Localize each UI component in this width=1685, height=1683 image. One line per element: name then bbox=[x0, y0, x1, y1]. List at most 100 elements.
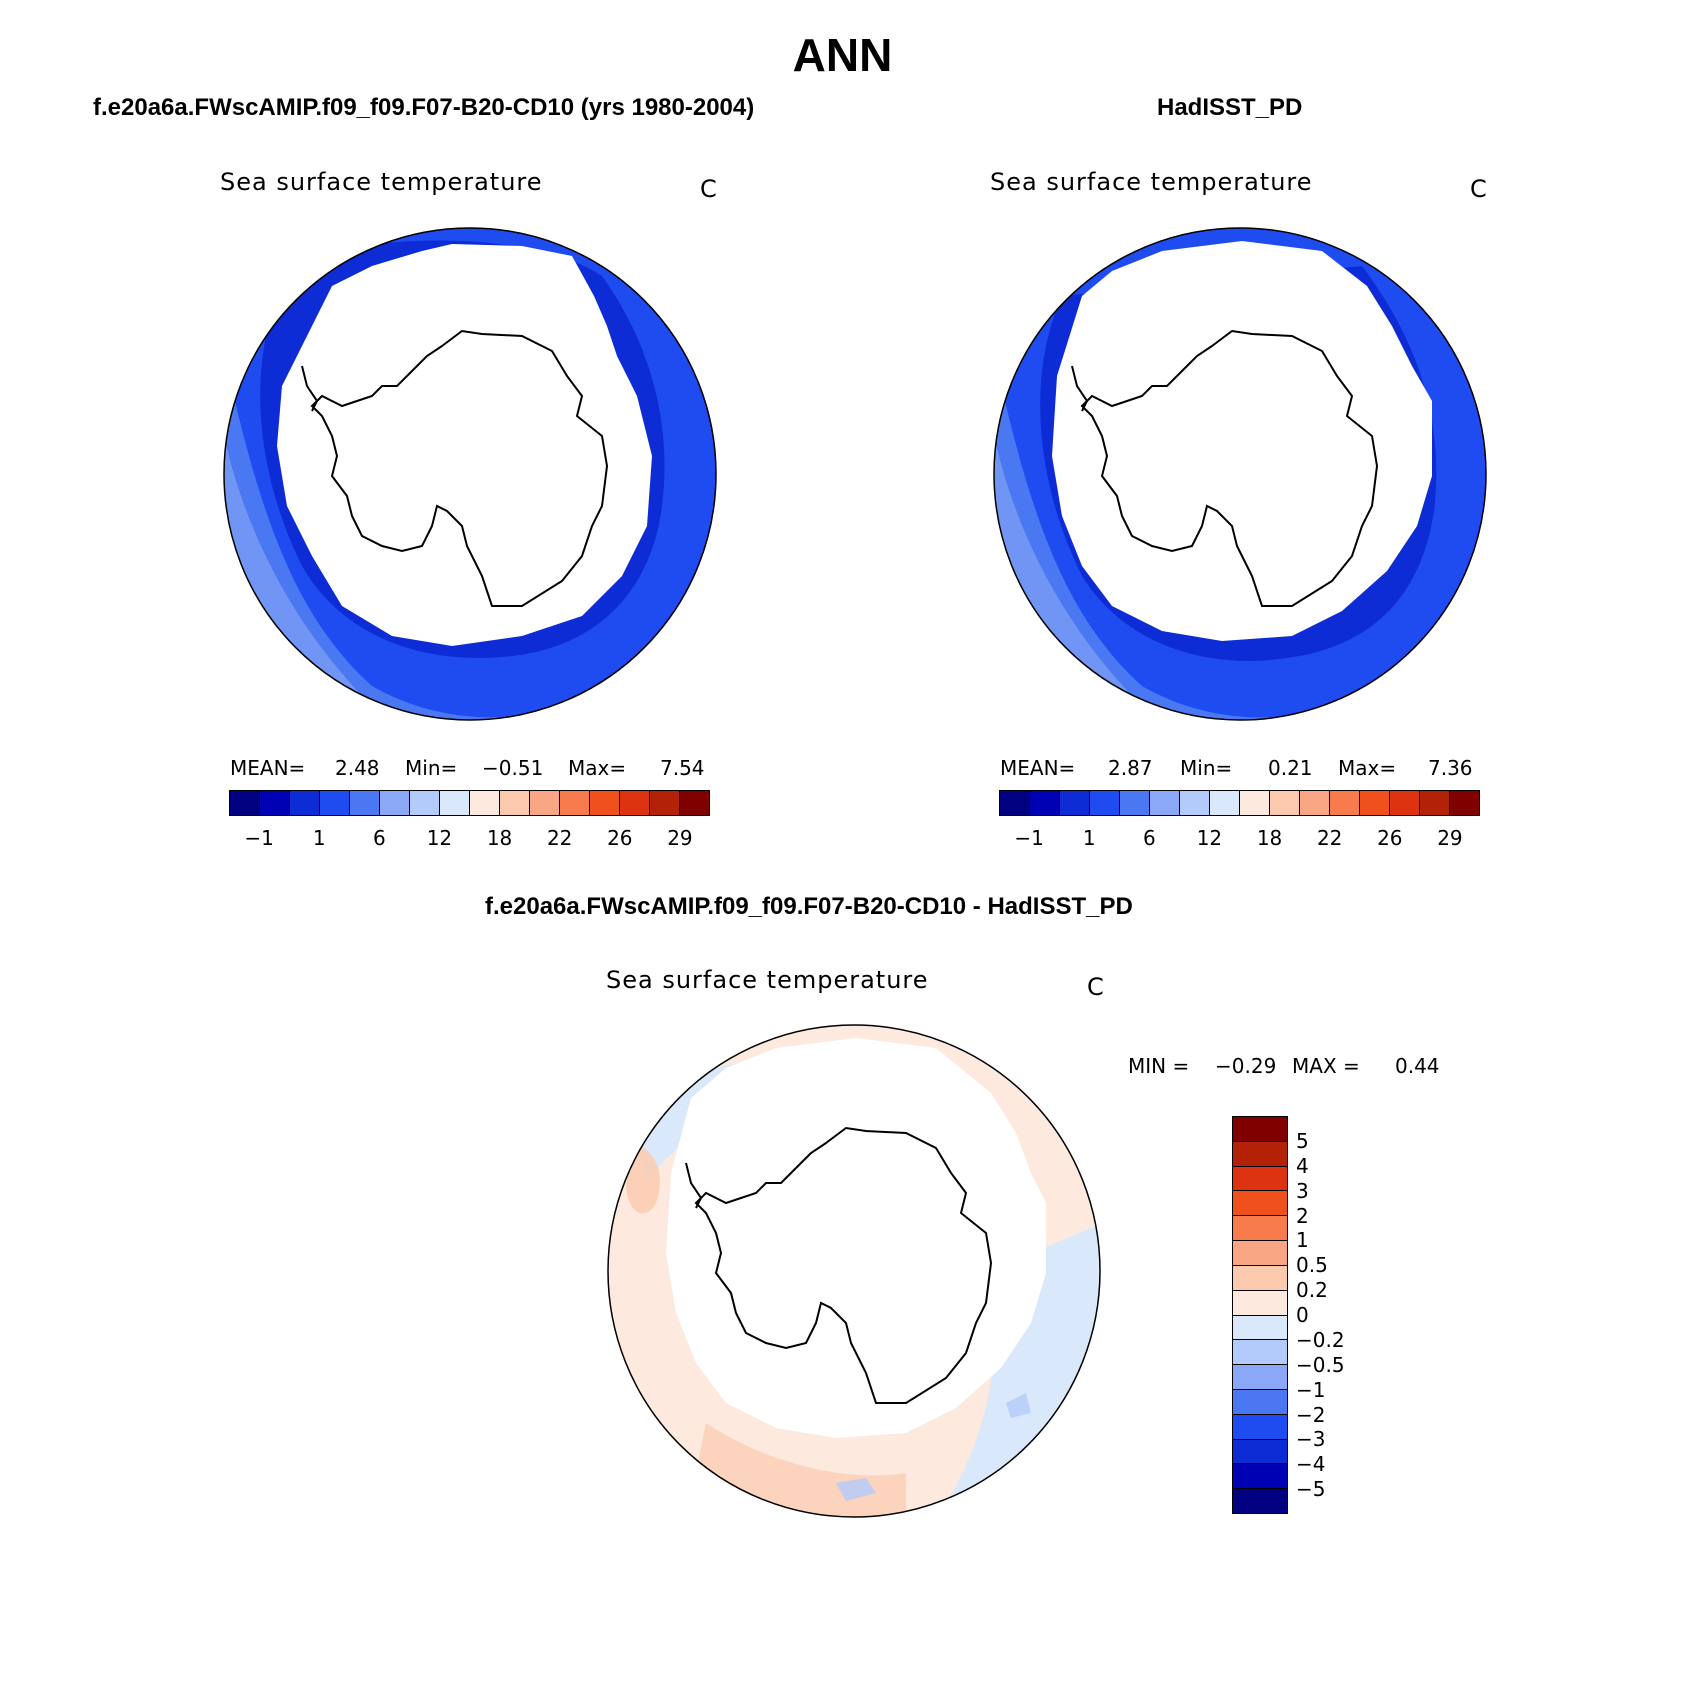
diff-colorbar-swatch bbox=[1233, 1265, 1287, 1291]
diff-polar-map bbox=[607, 1024, 1101, 1518]
model-colorbar-tick-label: 1 bbox=[312, 826, 326, 850]
diff-colorbar-tick-label: 1 bbox=[1296, 1228, 1309, 1253]
diff-colorbar-tick-label: −2 bbox=[1296, 1402, 1326, 1427]
diff-colorbar-swatch bbox=[1233, 1340, 1287, 1366]
obs-colorbar bbox=[999, 790, 1480, 816]
obs-mean-value: 2.87 bbox=[1108, 756, 1153, 780]
model-colorbar-swatch bbox=[620, 791, 650, 815]
diff-colorbar-swatch bbox=[1233, 1414, 1287, 1440]
obs-colorbar-tick-label: 6 bbox=[1142, 826, 1156, 850]
obs-colorbar-tick-label: 1 bbox=[1082, 826, 1096, 850]
diff-antarctica-coastline bbox=[694, 1126, 993, 1404]
obs-colorbar-tick-label: 18 bbox=[1256, 826, 1283, 850]
obs-field-label: Sea surface temperature bbox=[990, 168, 1313, 196]
diff-units: C bbox=[1087, 973, 1104, 1001]
diff-colorbar-swatch bbox=[1233, 1216, 1287, 1242]
obs-min-label: Min= bbox=[1180, 756, 1233, 780]
model-colorbar-tick-label: 22 bbox=[546, 826, 573, 850]
diff-colorbar-tick-label: 0.2 bbox=[1296, 1278, 1328, 1303]
diff-colorbar-swatch bbox=[1233, 1439, 1287, 1465]
diff-colorbar-swatch bbox=[1233, 1389, 1287, 1415]
diff-colorbar-tick-label: 0 bbox=[1296, 1303, 1309, 1327]
obs-colorbar-tick-label: 26 bbox=[1377, 826, 1403, 850]
diff-max-value: 0.44 bbox=[1395, 1054, 1440, 1078]
obs-colorbar-swatch bbox=[1000, 791, 1030, 815]
obs-max-value: 7.36 bbox=[1428, 756, 1473, 780]
diff-sea-ice-mask bbox=[666, 1038, 1046, 1438]
diff-colorbar-tick-label: −3 bbox=[1296, 1427, 1326, 1452]
diff-colorbar-swatch bbox=[1233, 1241, 1287, 1266]
model-colorbar-swatch bbox=[500, 791, 530, 815]
diff-colorbar-tick-label: −5 bbox=[1296, 1477, 1326, 1502]
diff-colorbar-tick-label: −4 bbox=[1296, 1452, 1326, 1477]
diff-case-title: f.e20a6a.FWscAMIP.f09_f09.F07-B20-CD10 -… bbox=[485, 893, 1133, 920]
model-map-boundary bbox=[223, 227, 717, 721]
model-colorbar-ticks: −1 1 6 12 18 22 26 29 bbox=[229, 826, 710, 850]
obs-colorbar-swatch bbox=[1090, 791, 1120, 815]
diff-colorbar-tick-label: −1 bbox=[1296, 1377, 1326, 1402]
model-colorbar-swatch bbox=[590, 791, 620, 815]
model-colorbar-swatch bbox=[680, 791, 709, 815]
model-colorbar-swatch bbox=[440, 791, 470, 815]
diff-field-label: Sea surface temperature bbox=[606, 966, 929, 994]
model-case-title: f.e20a6a.FWscAMIP.f09_f09.F07-B20-CD10 (… bbox=[93, 94, 755, 121]
diff-colorbar-tick-label: 5 bbox=[1296, 1128, 1309, 1153]
diff-map-boundary bbox=[607, 1024, 1101, 1518]
obs-colorbar-swatch bbox=[1450, 791, 1479, 815]
obs-units: C bbox=[1470, 175, 1487, 203]
obs-colorbar-swatch bbox=[1240, 791, 1270, 815]
obs-colorbar-tick-label: 12 bbox=[1196, 826, 1223, 850]
obs-colorbar-tick-label: −1 bbox=[1014, 826, 1044, 850]
obs-sea-ice-mask bbox=[1052, 241, 1432, 641]
diff-cool-patch-south bbox=[836, 1478, 876, 1501]
obs-colorbar-swatch bbox=[1300, 791, 1330, 815]
obs-colorbar-swatch bbox=[1330, 791, 1360, 815]
diff-colorbar-swatch bbox=[1233, 1464, 1287, 1490]
model-colorbar bbox=[229, 790, 710, 816]
diff-peninsula-coastline bbox=[685, 1162, 703, 1209]
diff-colorbar-tick-label: 0.5 bbox=[1296, 1253, 1328, 1278]
diff-colorbar-swatch bbox=[1233, 1166, 1287, 1192]
diff-min-label: MIN = bbox=[1128, 1054, 1190, 1078]
obs-colorbar-swatch bbox=[1270, 791, 1300, 815]
obs-case-title: HadISST_PD bbox=[1157, 94, 1303, 121]
model-units: C bbox=[700, 175, 717, 203]
model-colorbar-swatch bbox=[350, 791, 380, 815]
model-colorbar-swatch bbox=[320, 791, 350, 815]
diff-colorbar-tick-label: 2 bbox=[1296, 1203, 1309, 1228]
obs-min-value: 0.21 bbox=[1268, 756, 1313, 780]
obs-polar-map bbox=[993, 227, 1487, 721]
model-colorbar-swatch bbox=[380, 791, 410, 815]
diff-max-label: MAX = bbox=[1292, 1054, 1360, 1078]
obs-colorbar-swatch bbox=[1210, 791, 1240, 815]
model-mean-label: MEAN= bbox=[230, 756, 306, 780]
obs-mean-label: MEAN= bbox=[1000, 756, 1076, 780]
diff-colorbar-tick-label: −0.5 bbox=[1296, 1352, 1345, 1377]
model-mean-value: 2.48 bbox=[335, 756, 380, 780]
model-min-label: Min= bbox=[405, 756, 458, 780]
model-colorbar-tick-label: 12 bbox=[426, 826, 453, 850]
model-colorbar-swatch bbox=[260, 791, 290, 815]
obs-map-boundary bbox=[993, 227, 1487, 721]
obs-peninsula-coastline bbox=[1071, 365, 1089, 412]
diff-colorbar-tick-label: 3 bbox=[1296, 1178, 1309, 1203]
diff-colorbar-swatch bbox=[1233, 1117, 1287, 1142]
model-colorbar-swatch bbox=[560, 791, 590, 815]
model-colorbar-swatch bbox=[230, 791, 260, 815]
obs-colorbar-swatch bbox=[1360, 791, 1390, 815]
obs-colorbar-swatch bbox=[1420, 791, 1450, 815]
obs-colorbar-swatch bbox=[1120, 791, 1150, 815]
diff-cool-patch-southeast bbox=[1006, 1393, 1031, 1418]
model-colorbar-swatch bbox=[290, 791, 320, 815]
obs-colorbar-swatch bbox=[1180, 791, 1210, 815]
diff-colorbar-ticks: 5 4 3 2 1 0.5 0.2 0 −0.2 −0.5 −1 −2 −3 −4 −5 bbox=[1296, 1116, 1366, 1514]
obs-max-label: Max= bbox=[1338, 756, 1397, 780]
model-colorbar-tick-label: 29 bbox=[667, 826, 693, 850]
diff-colorbar-tick-label: −0.2 bbox=[1296, 1327, 1345, 1352]
diff-colorbar-tick-label: 4 bbox=[1296, 1153, 1309, 1178]
model-colorbar-swatch bbox=[410, 791, 440, 815]
model-max-label: Max= bbox=[568, 756, 627, 780]
model-colorbar-swatch bbox=[530, 791, 560, 815]
model-sea-ice-mask bbox=[277, 244, 652, 646]
model-colorbar-tick-label: 26 bbox=[607, 826, 633, 850]
